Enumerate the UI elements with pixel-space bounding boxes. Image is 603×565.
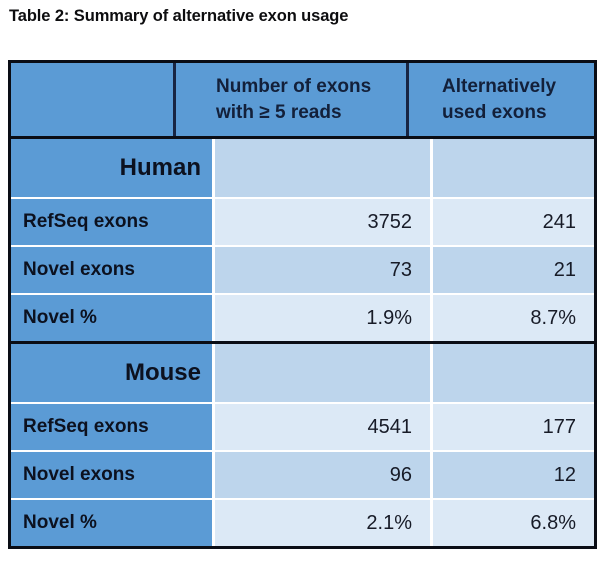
table-caption: Table 2: Summary of alternative exon usa… bbox=[9, 7, 349, 25]
row-label: Novel % bbox=[11, 500, 212, 546]
table-row: Novel exons 96 12 bbox=[11, 450, 594, 498]
header-row: Number of exons with ≥ 5 reads Alternati… bbox=[11, 63, 594, 136]
section-label: Mouse bbox=[11, 344, 212, 402]
section-header-row: Human bbox=[11, 139, 594, 197]
value-cell: 2.1% bbox=[212, 500, 430, 546]
section-spacer-cell bbox=[212, 344, 430, 402]
row-label: RefSeq exons bbox=[11, 199, 212, 245]
value-cell: 241 bbox=[430, 199, 594, 245]
section-spacer-cell bbox=[430, 139, 594, 197]
section-header-row: Mouse bbox=[11, 344, 594, 402]
header-cell-empty bbox=[11, 63, 173, 136]
summary-table: Number of exons with ≥ 5 reads Alternati… bbox=[8, 60, 597, 549]
value-cell: 6.8% bbox=[430, 500, 594, 546]
table-row: Novel % 1.9% 8.7% bbox=[11, 293, 594, 341]
section-human: Human RefSeq exons 3752 241 Novel exons … bbox=[11, 136, 594, 341]
section-spacer-cell bbox=[212, 139, 430, 197]
section-spacer-cell bbox=[430, 344, 594, 402]
header-cell-exon-count: Number of exons with ≥ 5 reads bbox=[173, 63, 406, 136]
value-cell: 12 bbox=[430, 452, 594, 498]
value-cell: 21 bbox=[430, 247, 594, 293]
value-cell: 4541 bbox=[212, 404, 430, 450]
row-label: Novel % bbox=[11, 295, 212, 341]
table-row: Novel % 2.1% 6.8% bbox=[11, 498, 594, 546]
section-mouse: Mouse RefSeq exons 4541 177 Novel exons … bbox=[11, 341, 594, 546]
value-cell: 73 bbox=[212, 247, 430, 293]
table-row: Novel exons 73 21 bbox=[11, 245, 594, 293]
section-label: Human bbox=[11, 139, 212, 197]
header-cell-alt-used: Alternatively used exons bbox=[406, 63, 594, 136]
row-label: Novel exons bbox=[11, 247, 212, 293]
value-cell: 3752 bbox=[212, 199, 430, 245]
row-label: Novel exons bbox=[11, 452, 212, 498]
row-label: RefSeq exons bbox=[11, 404, 212, 450]
value-cell: 1.9% bbox=[212, 295, 430, 341]
table-row: RefSeq exons 4541 177 bbox=[11, 402, 594, 450]
value-cell: 177 bbox=[430, 404, 594, 450]
value-cell: 8.7% bbox=[430, 295, 594, 341]
table-row: RefSeq exons 3752 241 bbox=[11, 197, 594, 245]
value-cell: 96 bbox=[212, 452, 430, 498]
